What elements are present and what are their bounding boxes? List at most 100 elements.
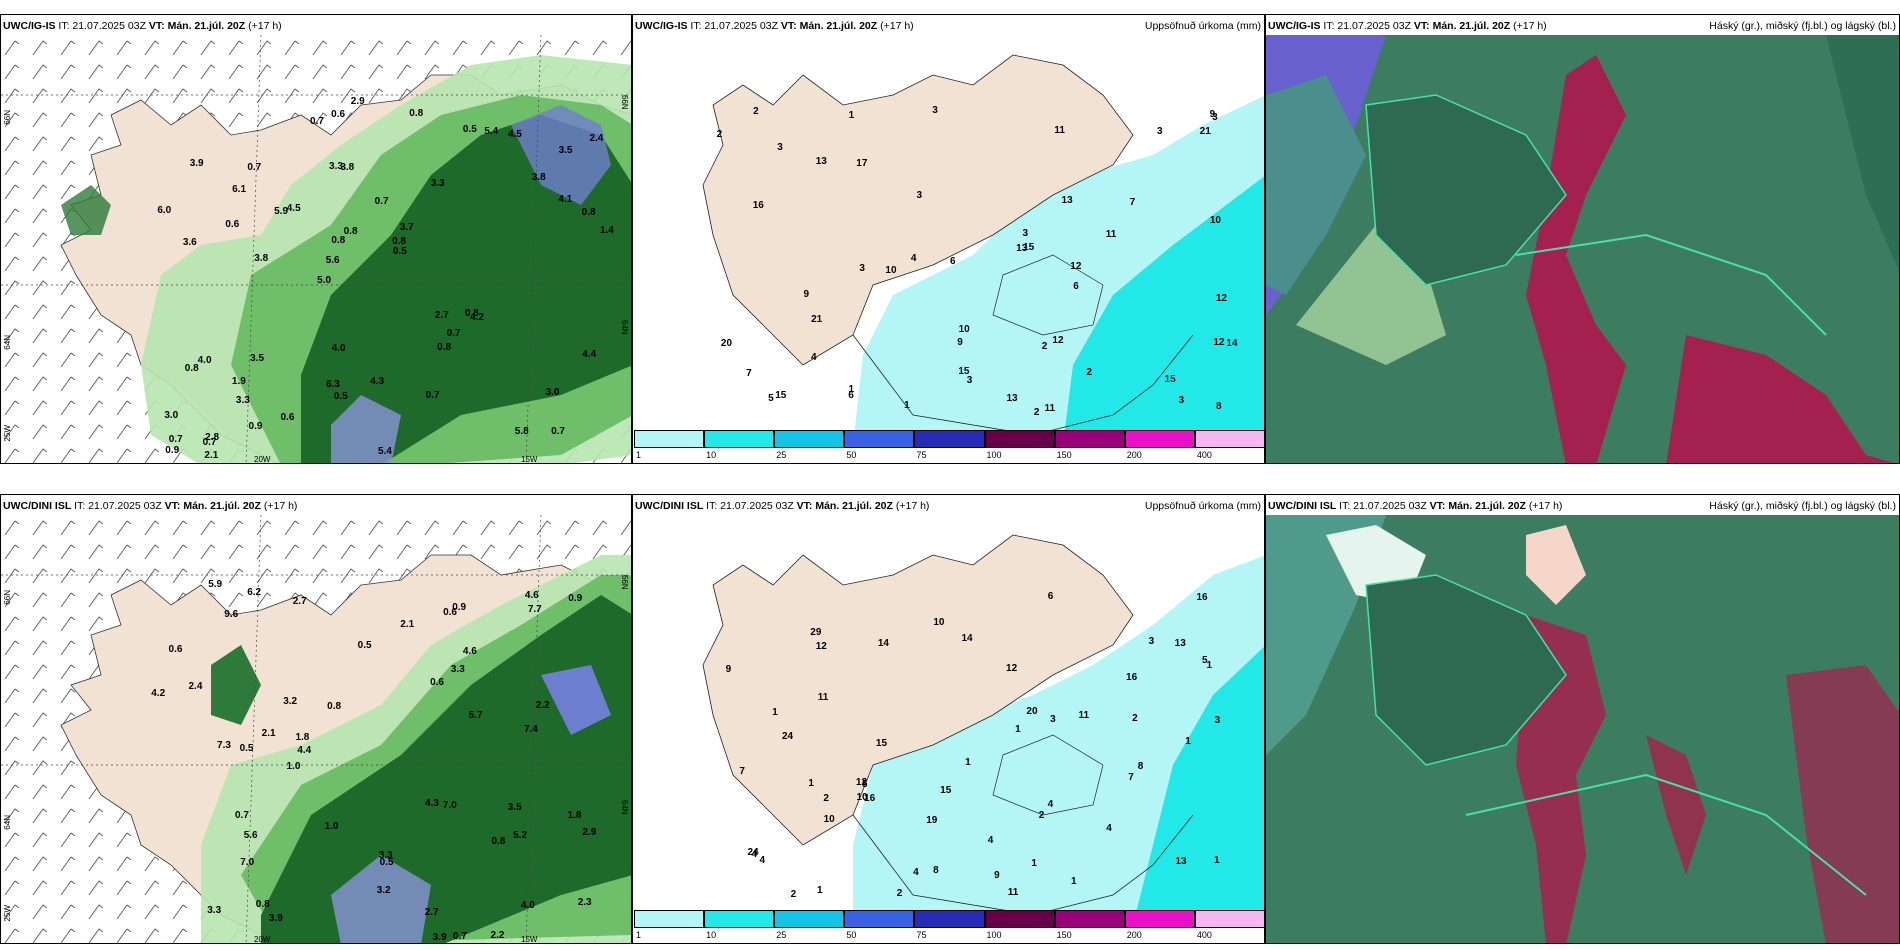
colorbar-cell xyxy=(1054,430,1125,448)
map-value-label: 2.7 xyxy=(434,309,449,321)
colorbar-tick: 10 xyxy=(706,450,717,460)
map-value-label: 12 xyxy=(815,641,827,653)
map-value-label: 10 xyxy=(856,791,868,803)
map-value-label: 5.9 xyxy=(208,578,223,590)
panel-dini-accum-precip: UWC/DINI ISL IT: 21.07.2025 03Z VT: Mán.… xyxy=(632,494,1265,944)
map-value-label: 2.7 xyxy=(292,595,307,607)
accum-precip-map xyxy=(633,515,1264,925)
precip-colorbar: 1 10 25 50 75 100 150 200 400 xyxy=(634,910,1264,942)
map-value-label: 1 xyxy=(904,399,910,411)
map-value-label: 2 xyxy=(823,792,829,804)
map-value-label: 6 xyxy=(1073,280,1079,292)
colorbar-tick: 200 xyxy=(1126,930,1142,940)
map-value-label: 1 xyxy=(848,109,855,121)
map-value-label: 16 xyxy=(1196,591,1208,603)
colorbar-cell xyxy=(1054,910,1125,928)
map-value-label: 10 xyxy=(958,323,970,335)
colorbar-cell xyxy=(774,910,845,928)
map-value-label: 0.5 xyxy=(462,124,477,136)
map-value-label: 1 xyxy=(1185,736,1191,748)
lat-label-right-66n: 66N xyxy=(620,95,629,110)
map-value-label: 3.8 xyxy=(340,161,355,173)
map-value-label: 3.2 xyxy=(376,885,391,897)
panel-subtitle: Háský (gr.), miðský (fj.bl.) og lágský (… xyxy=(1709,20,1896,32)
map-value-label: 3.9 xyxy=(268,913,283,925)
map-value-label: 0.7 xyxy=(452,930,467,942)
map-value-label: 13 xyxy=(815,155,827,167)
lat-label-66n: 66N xyxy=(3,590,12,605)
map-value-label: 0.6 xyxy=(225,218,240,230)
map-value-label: 0.9 xyxy=(165,444,180,456)
colorbar-cell xyxy=(1124,430,1195,448)
map-value-label: 0.6 xyxy=(280,411,295,423)
map-value-label: 5 xyxy=(862,778,868,790)
map-value-label: 3.8 xyxy=(531,172,546,184)
map-value-label: 4.2 xyxy=(151,688,166,700)
map-value-label: 3 xyxy=(1050,714,1056,726)
map-value-label: 4.4 xyxy=(582,349,597,361)
map-value-label: 0.7 xyxy=(202,437,217,449)
map-value-label: 0.8 xyxy=(392,235,406,247)
map-value-label: 2.2 xyxy=(535,700,550,712)
panel-title: UWC/DINI ISL IT: 21.07.2025 03Z VT: Mán.… xyxy=(1268,500,1563,512)
map-value-label: 4.0 xyxy=(520,900,535,911)
map-value-label: 3.3 xyxy=(450,663,465,675)
map-value-label: 9 xyxy=(994,870,1000,882)
panel-dini-clouds: UWC/DINI ISL IT: 21.07.2025 03Z VT: Mán.… xyxy=(1265,494,1900,944)
map-value-label: 2 xyxy=(1033,407,1040,419)
map-value-label: 5.6 xyxy=(325,255,340,267)
colorbar-tick: 50 xyxy=(846,450,857,460)
map-value-label: 0.8 xyxy=(184,362,199,374)
map-value-label: 2.9 xyxy=(582,826,597,838)
map-value-label: 1 xyxy=(808,777,814,789)
map-value-label: 0.5 xyxy=(379,857,394,869)
map-value-label: 13 xyxy=(1174,638,1186,650)
precip-wind-map xyxy=(1,35,631,463)
map-value-label: 15 xyxy=(775,389,787,401)
map-value-label: 11 xyxy=(1078,710,1090,722)
map-value-label: 14 xyxy=(961,633,973,645)
lat-label-25w: 25W xyxy=(3,905,12,922)
map-value-label: 3.9 xyxy=(189,157,204,169)
map-value-label: 16 xyxy=(752,199,764,211)
map-value-label: 4 xyxy=(759,854,765,866)
colorbar-cell xyxy=(984,430,1055,448)
map-value-label: 7 xyxy=(1128,771,1134,783)
colorbar-tick: 400 xyxy=(1196,930,1212,940)
map-value-label: 1.4 xyxy=(599,225,614,237)
map-value-label: 0.9 xyxy=(568,593,583,604)
map-value-label: 6.1 xyxy=(232,183,247,195)
map-value-label: 12 xyxy=(855,776,868,788)
map-value-label: 0.7 xyxy=(247,162,262,174)
map-value-label: 3 xyxy=(1214,715,1221,727)
colorbar-tick: 100 xyxy=(986,450,1002,460)
map-value-label: 10 xyxy=(1209,215,1221,227)
map-value-label: 3 xyxy=(1148,636,1155,648)
map-value-label: 3.5 xyxy=(507,801,522,813)
map-value-label: 15 xyxy=(940,785,952,797)
map-value-label: 1 xyxy=(1031,857,1037,869)
map-value-label: 4 xyxy=(913,866,919,878)
map-value-label: 3.5 xyxy=(250,352,265,364)
map-value-label: 0.9 xyxy=(452,602,467,614)
map-value-label: 3 xyxy=(1156,125,1163,137)
lon-label-15w: 15W xyxy=(521,455,538,464)
colorbar-tick: 75 xyxy=(916,450,927,460)
map-value-label: 4.0 xyxy=(197,355,212,367)
panel-title: UWC/IG-IS IT: 21.07.2025 03Z VT: Mán. 21… xyxy=(3,20,282,32)
map-value-label: 12 xyxy=(1052,334,1064,346)
colorbar-tick: 10 xyxy=(706,930,717,940)
map-value-label: 10 xyxy=(885,265,897,277)
map-value-label: 5.4 xyxy=(378,445,392,457)
map-value-label: 2.8 xyxy=(205,431,220,443)
map-value-label: 0.5 xyxy=(357,639,372,651)
map-value-label: 0.7 xyxy=(310,116,324,128)
map-value-label: 13 xyxy=(1006,392,1018,404)
map-value-label: 3.9 xyxy=(432,931,447,943)
map-value-label: 6.3 xyxy=(325,378,340,390)
map-value-label: 7.7 xyxy=(527,604,542,616)
map-value-label: 6 xyxy=(848,389,854,401)
lon-label-15w: 15W xyxy=(521,935,538,944)
map-value-label: 0.7 xyxy=(425,390,440,402)
map-value-label: 7 xyxy=(739,766,745,778)
